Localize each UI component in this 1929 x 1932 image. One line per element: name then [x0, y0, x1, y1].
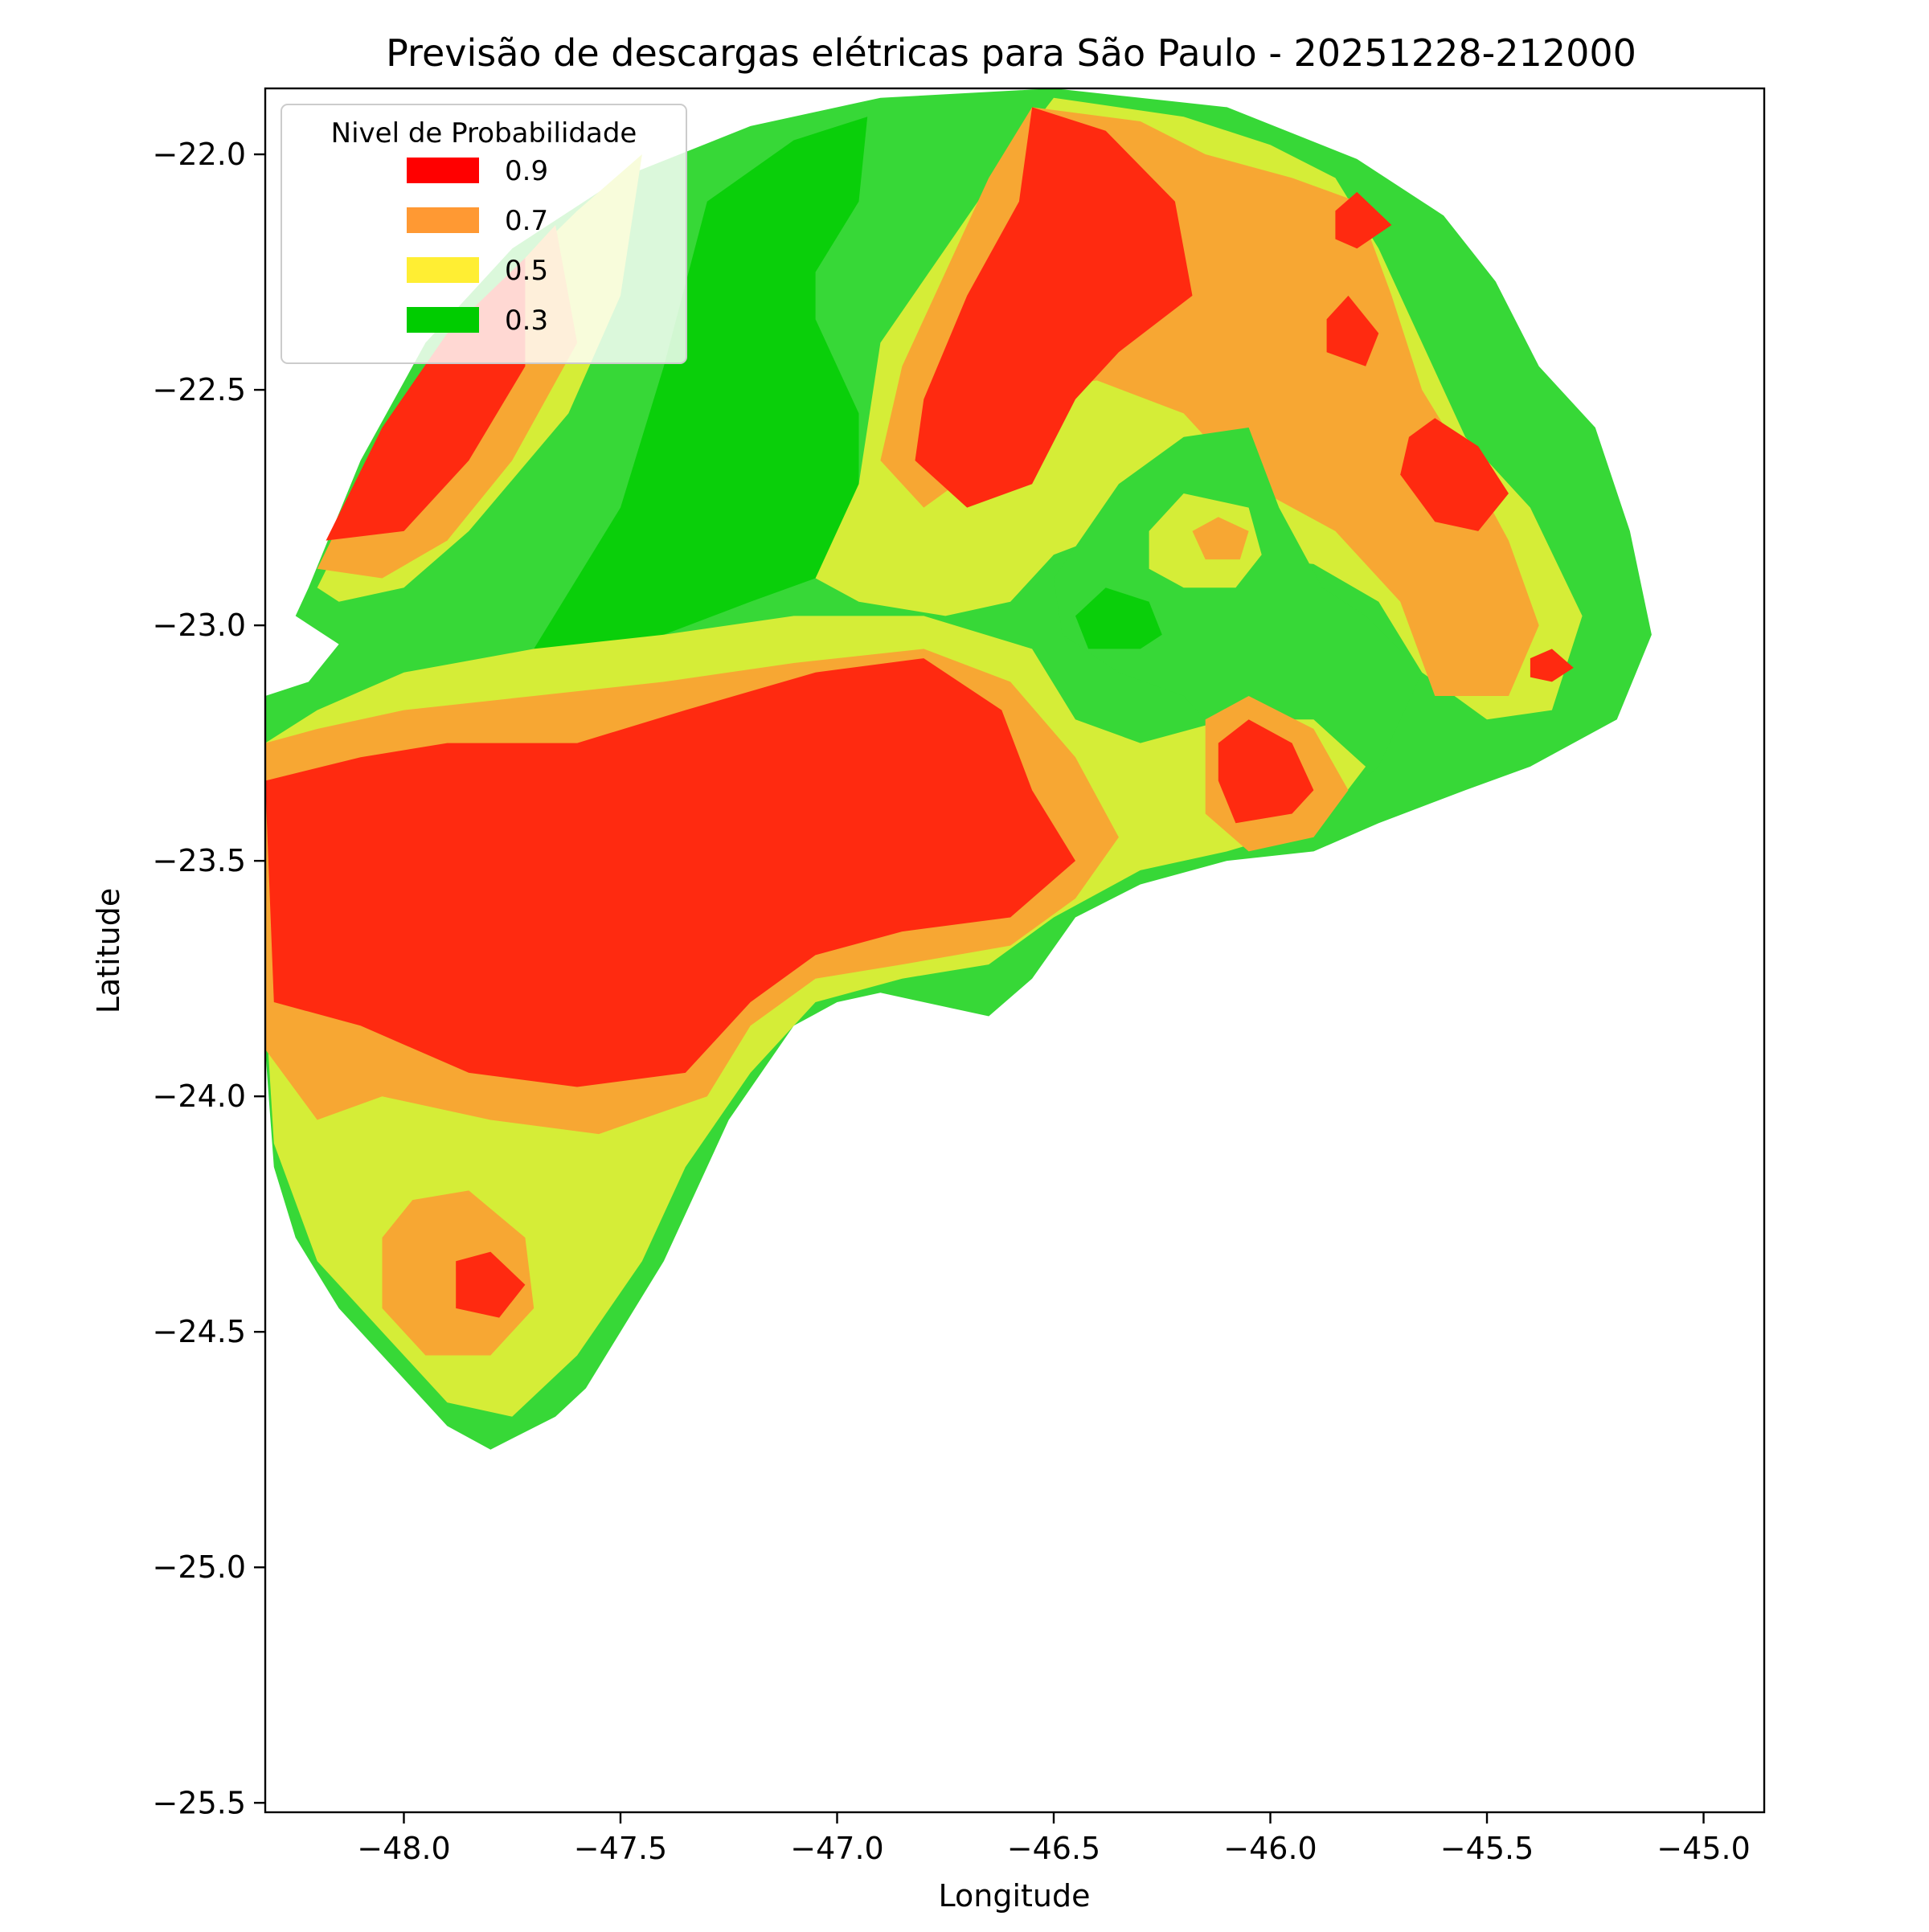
y-axis-label: Latitude	[91, 888, 126, 1013]
y-tick-label: −23.5	[153, 843, 246, 878]
x-axis: −48.0 −47.5 −47.0 −46.5 −46.0 −45.5 −45.0	[357, 1812, 1751, 1866]
legend-swatch	[407, 158, 479, 183]
legend-label: 0.3	[505, 305, 548, 337]
region-red-south-center	[1218, 719, 1314, 824]
legend: Nivel de Probabilidade 0.9 0.7 0.5 0.3	[281, 104, 687, 364]
legend-label: 0.7	[505, 205, 548, 237]
y-axis: −22.0 −22.5 −23.0 −23.5 −24.0 −24.5 −25.0 −25.5	[153, 137, 265, 1820]
x-tick-label: −47.5	[574, 1831, 667, 1866]
region-red-south-west	[456, 1251, 526, 1318]
legend-box	[281, 104, 687, 364]
region-red-north-east	[1400, 418, 1509, 531]
y-tick-label: −24.0	[153, 1079, 246, 1114]
y-tick-label: −25.5	[153, 1785, 246, 1820]
region-red-ne-small	[1326, 295, 1379, 366]
legend-title: Nivel de Probabilidade	[331, 117, 637, 149]
x-tick-label: −45.0	[1657, 1831, 1750, 1866]
legend-label: 0.9	[505, 155, 548, 187]
region-orange-center-dot	[1192, 517, 1249, 560]
y-tick-label: −22.5	[153, 372, 246, 407]
legend-entries: 0.9 0.7 0.5 0.3	[407, 155, 548, 337]
region-green-center-dark	[1075, 587, 1162, 649]
region-red-east-dot	[1530, 649, 1574, 682]
region-red-ne-tip	[1335, 191, 1392, 249]
probability-regions	[265, 88, 1652, 1450]
y-tick-label: −23.0	[153, 608, 246, 643]
x-axis-label: Longitude	[939, 1878, 1091, 1914]
region-green-center-patch	[1054, 428, 1423, 814]
legend-swatch	[407, 307, 479, 333]
y-tick-label: −25.0	[153, 1549, 246, 1585]
y-tick-label: −24.5	[153, 1314, 246, 1349]
x-tick-label: −47.0	[790, 1831, 883, 1866]
x-tick-label: −45.5	[1440, 1831, 1534, 1866]
region-band-north-green-dark	[534, 117, 868, 649]
legend-swatch	[407, 257, 479, 283]
region-red-south-main	[265, 658, 1075, 1087]
chart-title: Previsão de descargas elétricas para São…	[386, 31, 1636, 75]
y-tick-label: −22.0	[153, 137, 246, 172]
legend-label: 0.5	[505, 255, 548, 287]
x-tick-label: −46.5	[1007, 1831, 1100, 1866]
plot-frame	[264, 87, 1766, 1814]
legend-swatch	[407, 207, 479, 233]
region-red-north-center	[915, 107, 1193, 508]
x-tick-label: −46.0	[1223, 1831, 1317, 1866]
x-tick-label: −48.0	[357, 1831, 450, 1866]
